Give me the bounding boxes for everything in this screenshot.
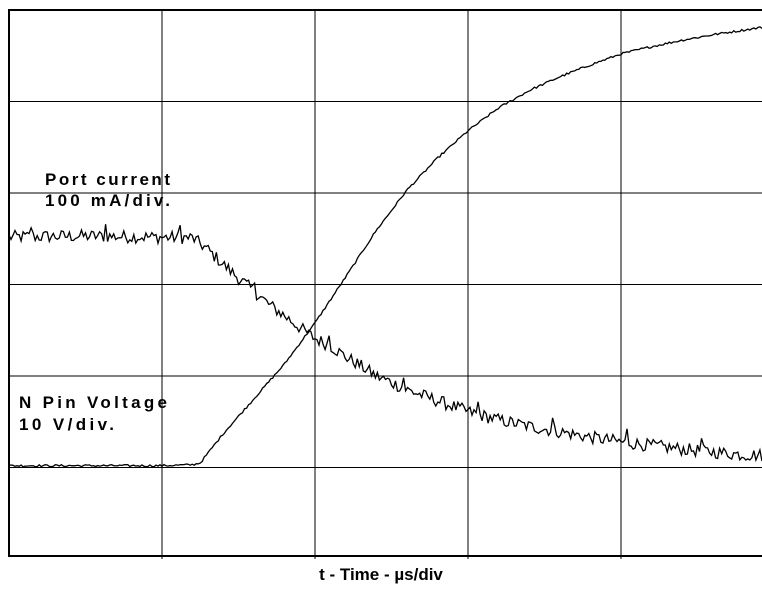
n-pin-voltage-trace xyxy=(8,26,762,468)
port-current-trace xyxy=(8,224,762,463)
n-pin-voltage-label: N Pin Voltage xyxy=(19,393,167,412)
port-current-scale-label: 100 mA/div. xyxy=(45,191,170,210)
x-axis-label: t - Time - µs/div xyxy=(319,565,443,584)
port-current-label: Port current xyxy=(45,170,170,189)
plot-frame xyxy=(8,9,762,557)
n-pin-voltage-scale-label: 10 V/div. xyxy=(19,415,114,434)
traces xyxy=(8,26,762,468)
grid-lines xyxy=(9,10,762,559)
